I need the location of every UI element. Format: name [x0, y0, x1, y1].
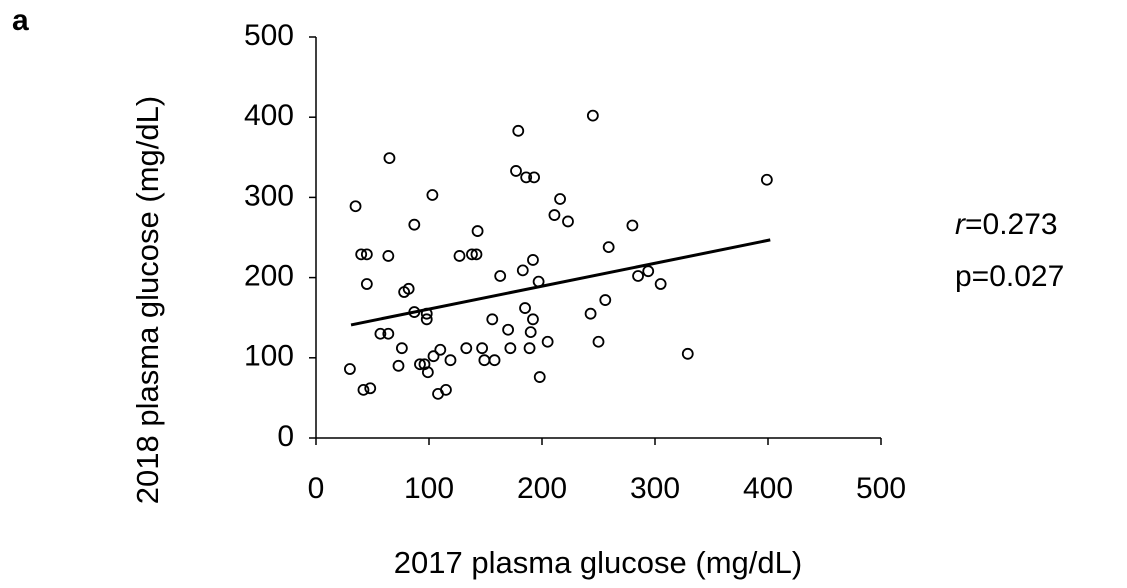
point [519, 302, 531, 314]
x-tick-label: 100 [404, 472, 454, 505]
x-tick-label: 200 [517, 472, 567, 505]
point [599, 294, 612, 306]
point [427, 350, 440, 363]
point [343, 363, 356, 375]
point [360, 248, 373, 261]
point [470, 248, 483, 261]
point [392, 359, 405, 372]
point [533, 371, 546, 383]
r-value: =0.273 [965, 208, 1058, 241]
panel-label: a [12, 4, 29, 37]
point [554, 193, 566, 205]
p-annotation: p=0.027 [955, 260, 1064, 293]
point [562, 215, 574, 228]
point [592, 335, 605, 348]
point [364, 382, 377, 395]
point [478, 354, 491, 367]
y-tick-label: 0 [277, 420, 294, 453]
y-tick-label: 200 [244, 260, 294, 293]
r-symbol: r [955, 208, 966, 241]
point [512, 124, 525, 137]
x-tick-label: 500 [856, 472, 906, 505]
point [681, 347, 694, 360]
point [520, 171, 533, 184]
point [586, 109, 599, 122]
point [402, 282, 415, 295]
point [408, 218, 421, 231]
point [528, 171, 540, 184]
point [476, 342, 489, 355]
point [420, 313, 433, 326]
point [510, 165, 522, 177]
point [382, 250, 395, 262]
y-tick-label: 300 [244, 179, 294, 212]
point [488, 354, 501, 367]
point [383, 152, 396, 165]
point [602, 241, 615, 254]
point [486, 313, 499, 326]
point [584, 307, 597, 320]
r-annotation: r=0.273 [955, 208, 1058, 241]
y-axis-title: 2018 plasma glucose (mg/dL) [130, 96, 165, 504]
point [421, 366, 434, 379]
point [440, 383, 452, 396]
point [502, 323, 515, 336]
x-axis-title: 2017 plasma glucose (mg/dL) [394, 545, 802, 580]
point [654, 278, 667, 290]
point [642, 265, 655, 278]
y-tick-label: 500 [244, 19, 294, 52]
x-tick-label: 0 [308, 472, 325, 505]
point [504, 342, 517, 355]
point [516, 264, 529, 277]
point [360, 278, 373, 290]
point [527, 313, 539, 326]
point [527, 254, 539, 266]
point [395, 342, 408, 355]
point [374, 327, 387, 340]
point [453, 250, 466, 262]
point [382, 327, 395, 340]
point [760, 173, 773, 186]
point [466, 248, 478, 261]
point [444, 354, 457, 367]
point [434, 343, 447, 356]
x-tick-label: 400 [743, 472, 793, 505]
trendline [350, 238, 771, 327]
point [426, 189, 439, 201]
point [471, 225, 484, 237]
y-tick-label: 100 [244, 340, 294, 373]
y-tick-label: 400 [244, 99, 294, 132]
point [355, 248, 368, 261]
point [523, 342, 536, 355]
x-tick-label: 300 [630, 472, 680, 505]
point [548, 209, 561, 221]
point [414, 358, 426, 371]
point [357, 383, 370, 396]
point [494, 270, 507, 282]
point [349, 200, 362, 213]
point [541, 335, 554, 348]
point [460, 342, 473, 355]
point [626, 219, 639, 232]
point [524, 326, 537, 339]
point [632, 270, 644, 282]
